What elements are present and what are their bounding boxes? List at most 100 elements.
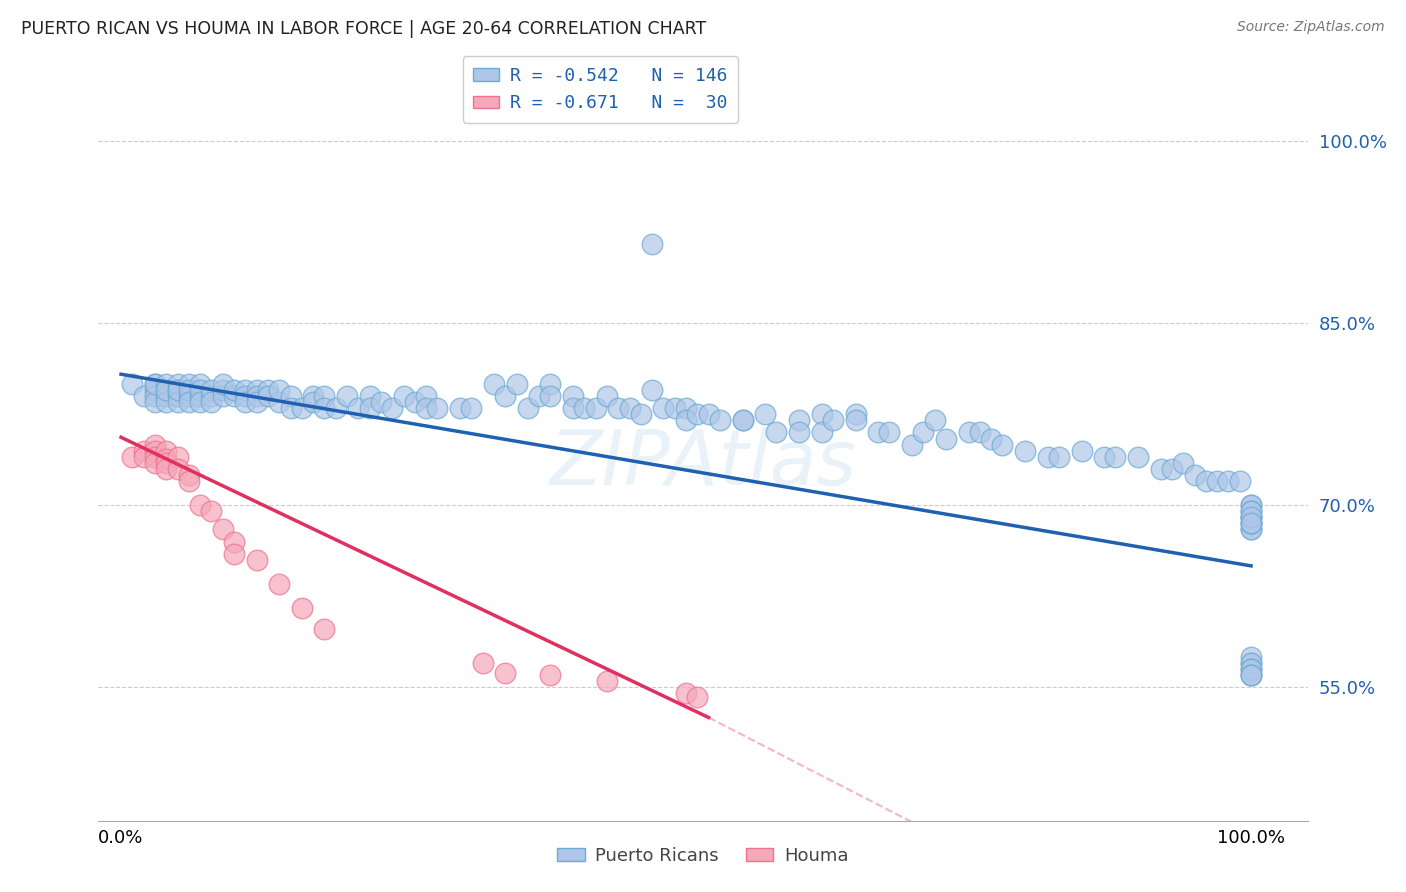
Point [233, 383, 256, 397]
Point [1104, 450, 1126, 464]
Point [1150, 462, 1173, 476]
Point [901, 437, 924, 451]
Point [709, 413, 731, 427]
Point [652, 401, 675, 416]
Point [471, 656, 494, 670]
Point [200, 395, 222, 409]
Point [291, 601, 314, 615]
Point [222, 389, 245, 403]
Point [415, 389, 437, 403]
Point [1240, 523, 1263, 537]
Point [664, 401, 686, 416]
Point [325, 401, 347, 416]
Point [269, 577, 291, 591]
Point [1195, 474, 1218, 488]
Point [482, 376, 505, 391]
Text: PUERTO RICAN VS HOUMA IN LABOR FORCE | AGE 20-64 CORRELATION CHART: PUERTO RICAN VS HOUMA IN LABOR FORCE | A… [21, 20, 706, 37]
Point [810, 425, 832, 440]
Point [675, 686, 697, 700]
Point [619, 401, 641, 416]
Point [314, 401, 336, 416]
Point [211, 376, 233, 391]
Point [675, 413, 697, 427]
Point [1126, 450, 1149, 464]
Point [562, 401, 585, 416]
Point [200, 383, 222, 397]
Point [1161, 462, 1184, 476]
Point [1240, 656, 1263, 670]
Point [1218, 474, 1240, 488]
Point [845, 413, 868, 427]
Point [246, 553, 269, 567]
Point [143, 376, 166, 391]
Point [585, 401, 607, 416]
Legend: Puerto Ricans, Houma: Puerto Ricans, Houma [550, 840, 856, 872]
Point [527, 389, 550, 403]
Point [143, 443, 166, 458]
Point [121, 376, 143, 391]
Point [257, 389, 280, 403]
Point [731, 413, 754, 427]
Point [211, 383, 233, 397]
Point [280, 389, 302, 403]
Point [188, 376, 211, 391]
Point [607, 401, 630, 416]
Point [132, 389, 155, 403]
Point [1240, 504, 1263, 518]
Point [200, 389, 222, 403]
Point [969, 425, 991, 440]
Point [121, 450, 143, 464]
Point [787, 425, 810, 440]
Point [155, 452, 177, 467]
Point [143, 395, 166, 409]
Point [1206, 474, 1229, 488]
Point [246, 383, 269, 397]
Point [505, 376, 527, 391]
Point [1240, 510, 1263, 524]
Point [155, 395, 177, 409]
Point [1092, 450, 1115, 464]
Point [177, 383, 200, 397]
Legend: R = -0.542   N = 146, R = -0.671   N =  30: R = -0.542 N = 146, R = -0.671 N = 30 [463, 56, 738, 123]
Point [336, 389, 359, 403]
Point [1240, 510, 1263, 524]
Point [1240, 498, 1263, 512]
Point [1184, 467, 1206, 482]
Point [415, 401, 437, 416]
Point [845, 407, 868, 421]
Point [166, 383, 188, 397]
Point [641, 383, 664, 397]
Point [980, 432, 1002, 446]
Point [302, 395, 325, 409]
Point [821, 413, 844, 427]
Point [562, 389, 585, 403]
Point [143, 376, 166, 391]
Point [630, 407, 652, 421]
Point [1047, 450, 1070, 464]
Point [269, 395, 291, 409]
Point [957, 425, 980, 440]
Point [1240, 668, 1263, 682]
Point [1240, 516, 1263, 531]
Point [426, 401, 449, 416]
Point [516, 401, 538, 416]
Point [302, 389, 325, 403]
Point [200, 504, 222, 518]
Point [166, 383, 188, 397]
Point [155, 462, 177, 476]
Point [538, 389, 561, 403]
Point [392, 389, 415, 403]
Point [269, 383, 291, 397]
Point [233, 395, 256, 409]
Point [697, 407, 720, 421]
Point [211, 523, 233, 537]
Point [1173, 456, 1195, 470]
Point [868, 425, 890, 440]
Point [132, 443, 155, 458]
Point [155, 389, 177, 403]
Point [143, 389, 166, 403]
Point [538, 668, 561, 682]
Point [596, 674, 619, 689]
Point [166, 462, 188, 476]
Point [765, 425, 787, 440]
